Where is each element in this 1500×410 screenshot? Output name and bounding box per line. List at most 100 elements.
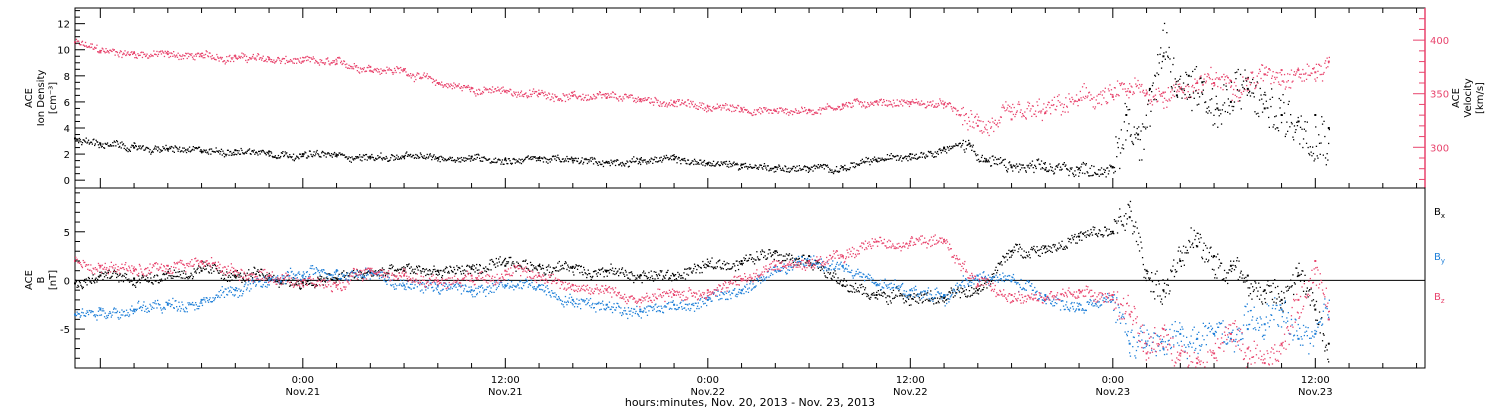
sample-point bbox=[864, 101, 866, 103]
sample-point bbox=[866, 106, 868, 108]
sample-point bbox=[1049, 163, 1051, 165]
sample-point bbox=[1186, 84, 1188, 86]
sample-point bbox=[507, 158, 510, 160]
sample-point bbox=[739, 262, 741, 265]
sample-point bbox=[731, 266, 734, 268]
sample-point bbox=[164, 50, 166, 52]
sample-point bbox=[803, 254, 805, 256]
sample-point bbox=[1268, 68, 1270, 70]
sample-point bbox=[497, 265, 499, 267]
sample-point bbox=[555, 266, 557, 268]
sample-point bbox=[695, 163, 697, 165]
sample-point bbox=[480, 92, 482, 94]
sample-point bbox=[156, 146, 158, 148]
sample-point bbox=[455, 272, 457, 275]
sample-point bbox=[1067, 237, 1069, 240]
sample-point bbox=[248, 148, 251, 150]
sample-point bbox=[553, 100, 555, 103]
sample-point bbox=[1201, 84, 1204, 86]
sample-point bbox=[926, 298, 928, 300]
sample-point bbox=[766, 165, 769, 167]
sample-point bbox=[1249, 90, 1251, 92]
sample-point bbox=[319, 275, 321, 277]
sample-point bbox=[362, 156, 364, 158]
sample-point bbox=[1031, 246, 1033, 249]
sample-point bbox=[1069, 98, 1071, 100]
sample-point bbox=[438, 82, 440, 84]
sample-point bbox=[971, 126, 974, 128]
sample-point bbox=[214, 151, 216, 153]
sample-point bbox=[602, 94, 605, 96]
sample-point bbox=[1293, 125, 1296, 127]
sample-point bbox=[428, 76, 431, 78]
data-point bbox=[200, 150, 203, 153]
sample-point bbox=[991, 155, 993, 158]
sample-point bbox=[618, 275, 620, 277]
sample-point bbox=[569, 267, 571, 269]
sample-point bbox=[656, 275, 658, 277]
sample-point bbox=[1031, 249, 1034, 251]
sample-point bbox=[1012, 103, 1014, 106]
sample-point bbox=[920, 151, 923, 154]
sample-point bbox=[247, 149, 249, 151]
sample-point bbox=[1105, 230, 1107, 232]
sample-point bbox=[315, 153, 317, 155]
sample-point bbox=[1118, 95, 1120, 97]
sample-point bbox=[368, 157, 370, 159]
sample-point bbox=[431, 159, 433, 161]
sample-point bbox=[508, 90, 510, 93]
sample-point bbox=[1045, 251, 1047, 253]
sample-point bbox=[434, 270, 437, 273]
sample-point bbox=[753, 109, 756, 111]
sample-point bbox=[1167, 87, 1169, 89]
sample-point bbox=[270, 278, 273, 280]
sample-point bbox=[488, 263, 491, 265]
sample-point bbox=[1051, 251, 1053, 253]
sample-point bbox=[813, 165, 815, 167]
sample-point bbox=[743, 257, 745, 259]
sample-point bbox=[480, 160, 482, 162]
sample-point bbox=[879, 157, 881, 159]
sample-point bbox=[1236, 71, 1238, 73]
data-point bbox=[808, 255, 811, 258]
sample-point bbox=[596, 162, 598, 165]
sample-point bbox=[676, 105, 678, 108]
sample-point bbox=[116, 51, 119, 54]
sample-point bbox=[733, 161, 735, 163]
sample-point bbox=[1174, 78, 1176, 80]
sample-point bbox=[279, 59, 281, 62]
sample-point bbox=[155, 148, 157, 150]
sample-point bbox=[728, 160, 731, 163]
sample-point bbox=[928, 151, 930, 153]
sample-point bbox=[214, 58, 216, 60]
data-point bbox=[99, 49, 102, 52]
sample-point bbox=[250, 275, 252, 277]
sample-point bbox=[594, 270, 596, 272]
data-point bbox=[1128, 90, 1131, 93]
sample-point bbox=[1107, 167, 1109, 169]
sample-point bbox=[138, 147, 141, 149]
sample-point bbox=[197, 52, 199, 54]
sample-point bbox=[509, 256, 511, 259]
sample-point bbox=[902, 157, 904, 160]
sample-point bbox=[1302, 138, 1305, 140]
data-point bbox=[976, 124, 979, 127]
sample-point bbox=[210, 269, 212, 271]
sample-point bbox=[126, 52, 128, 54]
sample-point bbox=[217, 150, 219, 152]
sample-point bbox=[1025, 118, 1027, 120]
sample-point bbox=[289, 285, 291, 287]
sample-point bbox=[122, 281, 125, 283]
sample-point bbox=[674, 102, 677, 104]
sample-point bbox=[980, 130, 983, 132]
sample-point bbox=[144, 278, 147, 280]
sample-point bbox=[480, 272, 482, 275]
sample-point bbox=[628, 94, 630, 97]
sample-point bbox=[260, 268, 262, 270]
sample-point bbox=[1230, 85, 1233, 87]
sample-point bbox=[413, 271, 415, 273]
sample-point bbox=[1234, 72, 1236, 74]
sample-point bbox=[354, 158, 356, 160]
data-point bbox=[909, 153, 912, 156]
sample-point bbox=[623, 98, 625, 100]
